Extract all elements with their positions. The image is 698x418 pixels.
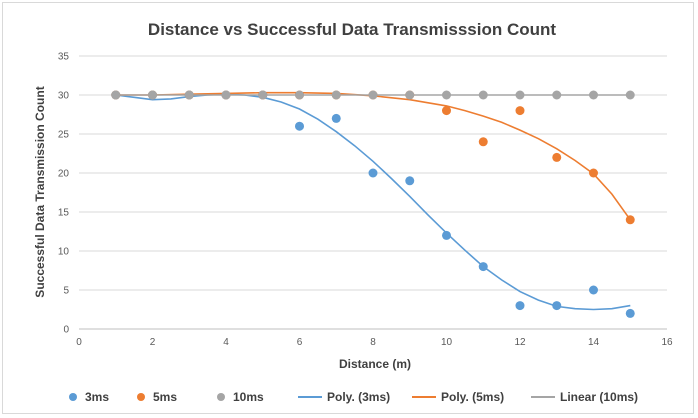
data-point — [258, 90, 268, 100]
data-point — [478, 262, 488, 272]
data-point — [368, 90, 378, 100]
y-tick-label: 5 — [63, 286, 69, 297]
chart-frame — [2, 2, 694, 414]
data-point — [405, 176, 415, 186]
trendline — [115, 93, 631, 311]
data-point — [148, 90, 157, 100]
data-point — [184, 90, 194, 100]
data-point — [331, 113, 341, 123]
legend-label: Poly. (5ms) — [441, 390, 504, 404]
y-axis-title: Successful Data Transmission Count — [33, 86, 47, 297]
data-point — [552, 152, 562, 162]
y-tick-label: 10 — [58, 247, 70, 258]
data-point — [625, 215, 635, 225]
data-point — [405, 90, 415, 100]
data-point — [478, 90, 488, 100]
legend-marker — [69, 393, 77, 401]
legend-label: Linear (10ms) — [560, 390, 638, 404]
data-point — [442, 230, 451, 240]
data-point — [478, 137, 488, 147]
y-tick-label: 20 — [58, 169, 70, 180]
data-point — [442, 90, 451, 100]
data-point — [221, 90, 231, 100]
data-point — [111, 90, 121, 100]
data-point — [552, 301, 562, 311]
chart-title: Distance vs Successful Data Transmisssio… — [148, 20, 556, 39]
data-point — [515, 301, 525, 311]
data-point — [368, 168, 378, 178]
data-point — [589, 90, 598, 100]
data-points — [111, 90, 635, 318]
legend-label: Poly. (3ms) — [327, 390, 390, 404]
data-point — [552, 90, 562, 100]
axes: 0 5 10 15 20 25 30 35 0 2 4 6 8 10 12 14 16 — [58, 52, 673, 349]
x-tick-label: 10 — [441, 337, 453, 348]
y-tick-label: 15 — [58, 208, 70, 219]
data-point — [625, 308, 635, 318]
legend-label: 5ms — [153, 390, 177, 404]
y-tick-label: 30 — [58, 91, 70, 102]
x-tick-label: 0 — [76, 337, 82, 348]
x-tick-label: 4 — [223, 337, 229, 348]
y-tick-label: 0 — [63, 325, 69, 336]
x-tick-label: 6 — [297, 337, 303, 348]
x-tick-label: 12 — [514, 337, 526, 348]
x-axis-title: Distance (m) — [339, 357, 411, 371]
trendlines — [115, 91, 631, 311]
legend-marker — [137, 393, 145, 401]
legend-label: 10ms — [233, 390, 264, 404]
legend-marker — [217, 393, 225, 401]
data-point — [295, 90, 304, 100]
legend-label: 3ms — [85, 390, 109, 404]
data-point — [331, 90, 341, 100]
data-point — [442, 106, 451, 116]
data-point — [515, 106, 525, 116]
data-point — [295, 121, 304, 131]
x-tick-label: 14 — [588, 337, 600, 348]
data-point — [515, 90, 525, 100]
x-tick-label: 16 — [661, 337, 673, 348]
x-tick-label: 2 — [150, 337, 156, 348]
legend: 3ms 5ms 10ms Poly. (3ms) Poly. (5ms) Linear (… — [69, 390, 638, 404]
data-point — [589, 168, 598, 178]
trendline — [115, 91, 631, 221]
data-point — [589, 285, 598, 295]
x-tick-label: 8 — [370, 337, 376, 348]
y-tick-label: 25 — [58, 130, 70, 141]
data-point — [625, 90, 635, 100]
y-tick-label: 35 — [58, 52, 70, 63]
